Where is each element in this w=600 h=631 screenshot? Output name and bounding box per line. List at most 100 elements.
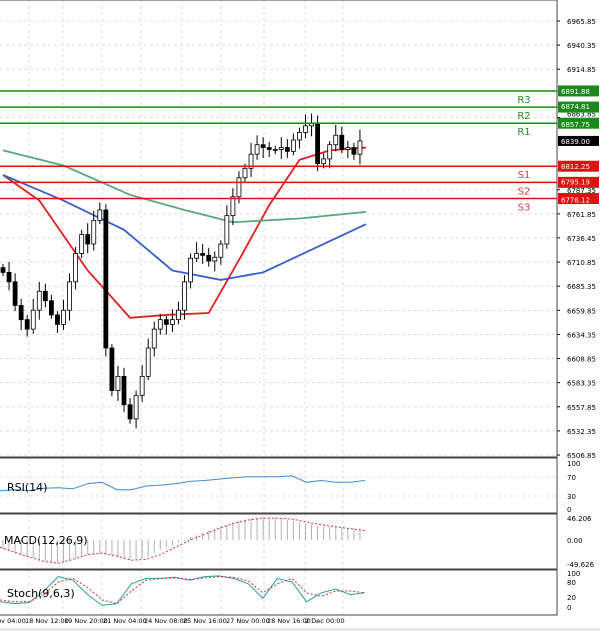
candle-bullish <box>218 243 224 258</box>
price-tick-label: 6761.85 <box>567 211 596 219</box>
candle-bullish <box>139 375 145 396</box>
time-label: 2 Dec 00:00 <box>305 617 345 625</box>
candle-bearish <box>121 375 127 406</box>
rsi-tick-label: 100 <box>567 460 580 468</box>
price-tick-label: 6659.85 <box>567 307 596 315</box>
candle-bullish <box>176 309 181 321</box>
price-tick-label: 6685.35 <box>567 283 596 291</box>
candle-bullish <box>145 347 151 377</box>
stoch-d-line <box>0 576 366 605</box>
price-tick-label: 6940.35 <box>567 42 596 50</box>
candle-bearish <box>339 134 345 150</box>
candle-bullish <box>272 149 278 151</box>
level-label-r2: R2 <box>517 111 530 122</box>
candle-bearish <box>200 253 206 256</box>
candle-bearish <box>55 314 60 325</box>
candle-bearish <box>266 147 272 150</box>
level-label-s3: S3 <box>518 203 531 214</box>
candle-bullish <box>333 134 339 146</box>
candle-bullish <box>327 144 333 160</box>
horizontal-scrollbar[interactable] <box>0 628 600 631</box>
candle-bullish <box>278 147 284 150</box>
candle-bearish <box>0 267 6 273</box>
time-label: 17 Nov 04:00 <box>0 617 26 625</box>
price-tick-label: 6532.35 <box>567 428 596 436</box>
price-tick-label: 6634.35 <box>567 331 596 339</box>
panel-frame <box>0 513 558 570</box>
current-price-label: 6839.00 <box>561 138 590 146</box>
time-label: 19 Nov 20:00 <box>64 617 108 625</box>
candle-bullish <box>79 234 85 254</box>
panel-frame <box>0 569 558 616</box>
level-price-label: 6857.75 <box>561 121 590 129</box>
candle-bullish <box>97 209 103 221</box>
candle-bullish <box>297 132 302 141</box>
stoch-label: Stoch(9,6,3) <box>7 587 75 600</box>
stoch-tick-label: 0 <box>567 604 571 612</box>
price-tick-label: 6965.85 <box>567 18 596 26</box>
candle-bullish <box>303 125 308 133</box>
candle-bearish <box>49 300 54 316</box>
time-label: 18 Nov 12:00 <box>25 617 69 625</box>
price-tick-label: 6863.85 <box>567 110 596 118</box>
candle-bullish <box>212 256 218 262</box>
candle-bullish <box>151 328 157 349</box>
level-price-tag <box>558 176 599 188</box>
candle-bullish <box>36 290 42 311</box>
rsi-tick-label: 30 <box>567 493 576 501</box>
candle-bullish <box>30 309 36 330</box>
candle-bearish <box>85 234 91 245</box>
candle-bullish <box>230 196 236 217</box>
candle-bearish <box>351 147 357 155</box>
level-price-tag <box>558 193 599 205</box>
moving-average-line <box>2 174 367 281</box>
candle-bullish <box>67 281 72 311</box>
moving-average-line <box>2 149 367 224</box>
price-tick-label: 6583.35 <box>567 380 596 388</box>
level-price-label: 6795.19 <box>561 178 590 186</box>
candle-bullish <box>73 253 78 283</box>
candle-bullish <box>61 309 66 325</box>
candle-bearish <box>315 122 321 165</box>
level-label-s1: S1 <box>518 170 531 181</box>
rsi-tick-label: 70 <box>567 474 576 482</box>
level-price-label: 6812.25 <box>561 163 590 171</box>
candle-bearish <box>12 281 18 306</box>
candle-bullish <box>115 375 121 391</box>
candle-bullish <box>321 158 327 165</box>
price-tick-label: 6787.35 <box>567 187 596 195</box>
candle-bearish <box>284 147 290 152</box>
rsi-tick-label: 0 <box>567 506 571 514</box>
macd-tick-label: 46.206 <box>567 515 592 523</box>
candle-bearish <box>103 209 109 349</box>
candle-bullish <box>254 144 260 155</box>
stoch-tick-label: 100 <box>567 570 580 578</box>
time-label: 25 Nov 16:00 <box>183 617 227 625</box>
level-price-tag <box>558 101 599 113</box>
candle-bearish <box>24 319 30 330</box>
candle-bearish <box>6 271 12 283</box>
stoch-tick-label: 80 <box>567 579 576 587</box>
candle-bearish <box>206 254 212 262</box>
price-tick-label: 6557.85 <box>567 404 596 412</box>
candle-bullish <box>345 147 351 150</box>
price-tick-label: 6710.85 <box>567 259 596 267</box>
candle-bullish <box>182 281 187 311</box>
candle-bullish <box>248 153 254 169</box>
level-price-label: 6874.81 <box>561 103 590 111</box>
rsi-label: RSI(14) <box>7 481 47 494</box>
candle-bullish <box>290 139 296 152</box>
time-label: 24 Nov 08:00 <box>144 617 188 625</box>
level-price-tag <box>558 117 599 129</box>
candle-bullish <box>169 319 175 325</box>
level-price-tag <box>558 160 599 172</box>
candle-bullish <box>133 394 139 420</box>
time-label: 27 Nov 00:00 <box>226 617 270 625</box>
candle-bearish <box>127 404 133 420</box>
price-tick-label: 6608.85 <box>567 356 596 364</box>
candle-bullish <box>236 177 242 198</box>
candle-bullish <box>194 253 200 259</box>
level-price-tag <box>558 85 599 97</box>
rsi-line <box>0 475 366 492</box>
